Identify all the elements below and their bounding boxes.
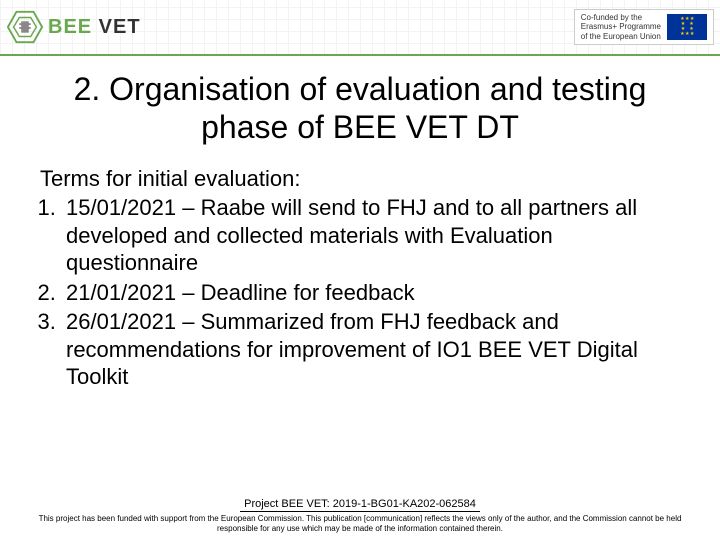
slide-header: BEE VET Co-funded by the Erasmus+ Progra… [0, 0, 720, 56]
footer-disclaimer: This project has been funded with suppor… [0, 514, 720, 534]
eu-stars: ★ ★ ★★ ★★ ★★ ★ ★ [680, 17, 694, 37]
eu-cofund-badge: Co-funded by the Erasmus+ Programme of t… [574, 9, 714, 46]
eu-flag-icon: ★ ★ ★★ ★★ ★★ ★ ★ [667, 14, 707, 40]
logo-text: BEE VET [48, 16, 141, 39]
eu-line2: Erasmus+ Programme [581, 22, 661, 32]
list-item: 26/01/2021 – Summarized from FHJ feedbac… [62, 308, 680, 391]
hex-icon [6, 8, 44, 46]
logo-vet: VET [92, 16, 140, 38]
footer-project-ref: Project BEE VET: 2019-1-BG01-KA202-06258… [240, 498, 480, 512]
eu-line1: Co-funded by the [581, 13, 661, 23]
slide-footer: Project BEE VET: 2019-1-BG01-KA202-06258… [0, 494, 720, 534]
terms-list: 15/01/2021 – Raabe will send to FHJ and … [62, 194, 680, 391]
slide-title: 2. Organisation of evaluation and testin… [40, 70, 680, 147]
logo-bee: BEE [48, 16, 92, 38]
eu-text: Co-funded by the Erasmus+ Programme of t… [581, 13, 661, 42]
list-item: 15/01/2021 – Raabe will send to FHJ and … [62, 194, 680, 277]
eu-line3: of the European Union [581, 32, 661, 42]
list-item: 21/01/2021 – Deadline for feedback [62, 279, 680, 307]
logo-left: BEE VET [6, 8, 141, 46]
terms-label: Terms for initial evaluation: [40, 165, 680, 193]
